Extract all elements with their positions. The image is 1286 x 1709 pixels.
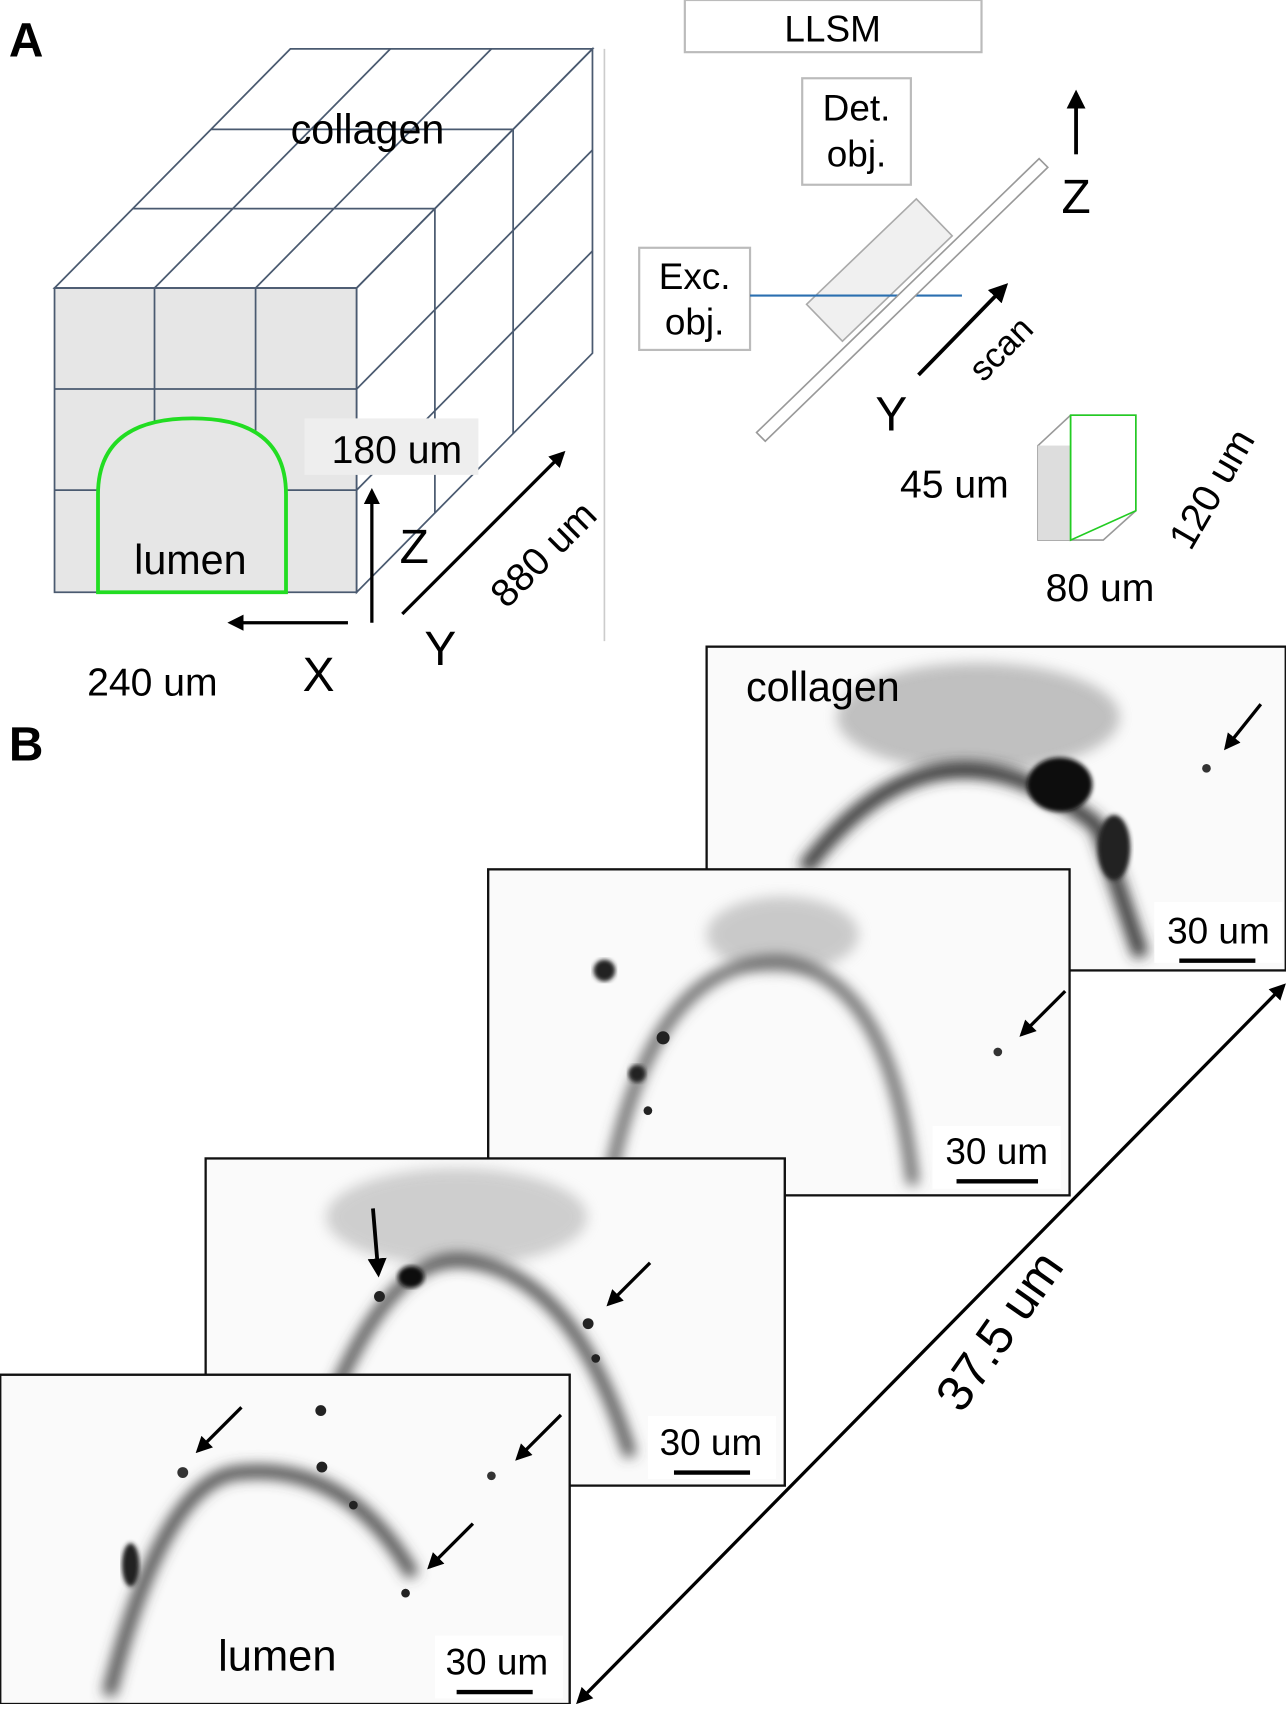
detection-label: obj. [827, 133, 887, 174]
lumen-label: lumen [134, 537, 246, 583]
scale-bar-label: 30 um [660, 1422, 763, 1463]
z-size: 180 um [332, 429, 462, 472]
volume-width: 80 um [1046, 567, 1155, 610]
volume-cube [1038, 415, 1136, 540]
detection-label: Det. [823, 88, 891, 129]
image-bottom-label: lumen [218, 1632, 336, 1680]
llsm-title: LLSM [784, 8, 881, 49]
image-top-label: collagen [746, 664, 900, 710]
volume-depth: 120 um [1161, 422, 1263, 556]
scan-label: scan [962, 310, 1041, 389]
y-axis: Y [424, 623, 456, 676]
panel-label: B [9, 719, 44, 772]
excitation-label: obj. [665, 302, 725, 343]
scale-bar-label: 30 um [945, 1131, 1048, 1172]
panel-label: A [9, 15, 44, 68]
figure: A collagen lumen 180 um Z X 240 um Y 880… [0, 0, 1286, 1704]
excitation-label: Exc. [659, 256, 731, 297]
stack-depth: 37.5 um [925, 1241, 1074, 1421]
block-top-label: collagen [291, 106, 445, 152]
y-axis: Y [875, 388, 907, 441]
y-size: 880 um [483, 493, 606, 616]
scale-bar-label: 30 um [1167, 910, 1270, 951]
volume-height: 45 um [900, 464, 1009, 507]
z-axis: Z [400, 521, 429, 574]
page: {"panel_a": {"label": "A", "block": {"to… [0, 0, 1286, 1704]
x-size: 240 um [87, 662, 217, 705]
scale-bar-label: 30 um [445, 1642, 548, 1683]
x-axis: X [303, 649, 335, 702]
z-axis: Z [1061, 171, 1090, 224]
